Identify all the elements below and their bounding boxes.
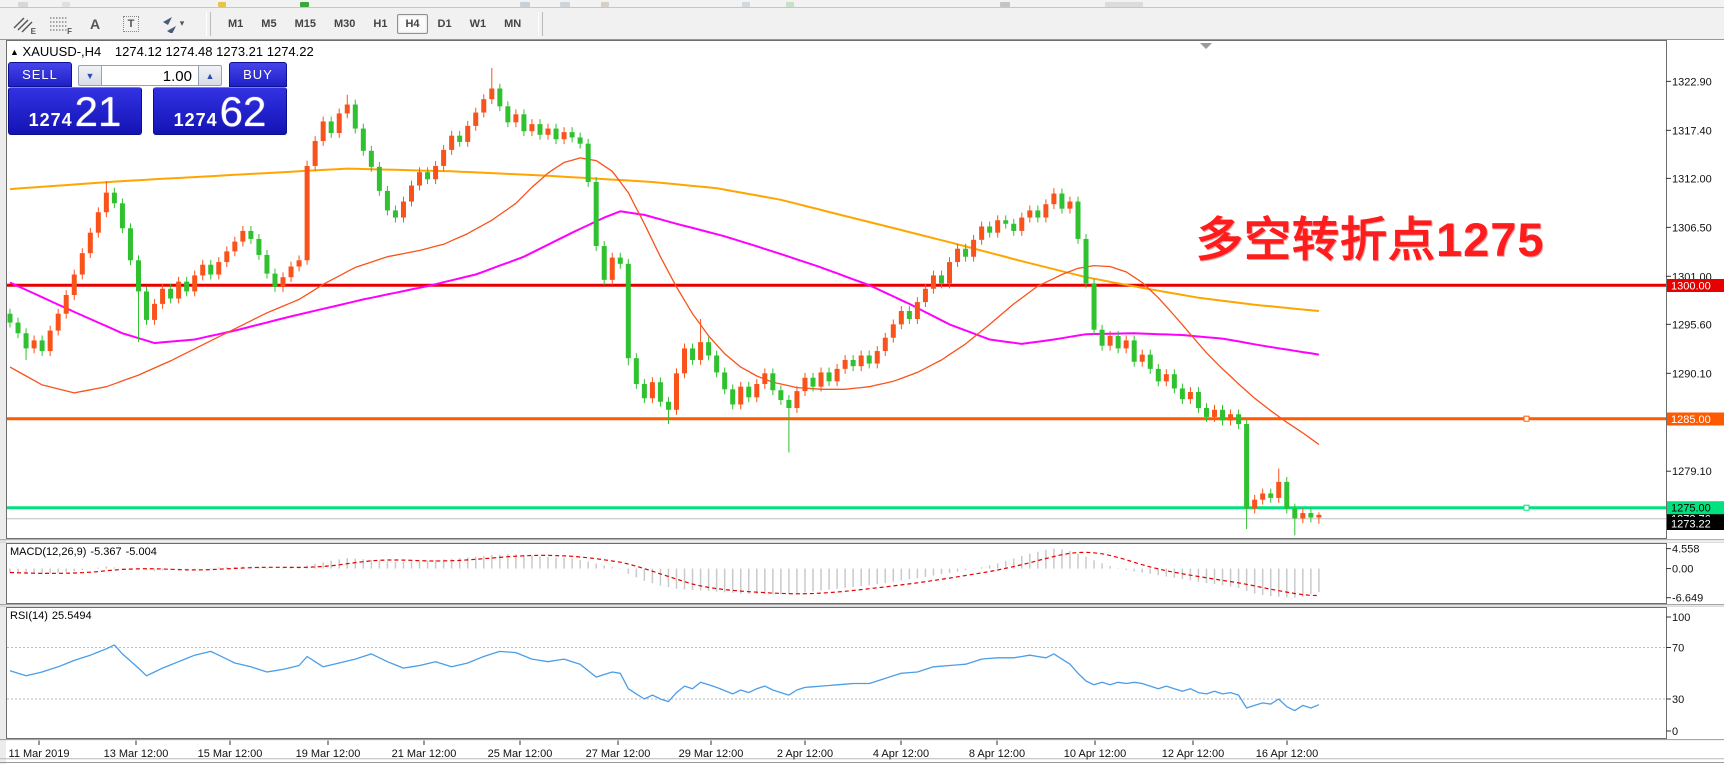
timeframe-button-W1[interactable]: W1 <box>469 17 487 30</box>
buy-price-base: 1274 <box>173 110 218 130</box>
timeframe-button-D1[interactable]: D1 <box>437 17 452 30</box>
drawing-toolbar: E F A T ▾ M1 M5 M15 M30 H1 H4 D1 W1 MN <box>0 8 1724 40</box>
sell-price-pips: 21 <box>74 88 122 135</box>
macd-pane-content <box>9 548 1320 598</box>
axis-tick-label: 70 <box>1672 643 1684 655</box>
time-axis-label: 4 Apr 12:00 <box>873 748 929 760</box>
toolbar-separator <box>206 11 211 36</box>
volume-input[interactable]: 1.00 <box>102 65 198 86</box>
axis-tick-label: -6.649 <box>1672 593 1703 605</box>
ohlc-values: 1274.12 1274.48 1273.21 1274.22 <box>114 44 314 59</box>
timeframe-button-M30[interactable]: M30 <box>333 17 356 30</box>
top-toolbar-remnant <box>0 0 1724 8</box>
price-pane-content <box>7 68 1666 536</box>
timeframe-button-H4[interactable]: H4 <box>397 13 428 34</box>
axis-tick-label: 0 <box>1672 726 1678 738</box>
svg-text:1285.00: 1285.00 <box>1671 414 1711 426</box>
timeframe-button-H1[interactable]: H1 <box>373 17 388 30</box>
axis-tick-label: 1322.90 <box>1672 76 1712 88</box>
rsi-line <box>9 644 1320 712</box>
macd-indicator-label: MACD(12,26,9) -5.367 -5.004 <box>10 546 157 558</box>
time-axis-label: 25 Mar 12:00 <box>488 748 553 760</box>
axis-labels[interactable]: 1322.901317.401312.001306.501301.001295.… <box>9 76 1712 760</box>
axis-tick-label: 30 <box>1672 694 1684 706</box>
timeframe-button-M5[interactable]: M5 <box>261 17 277 30</box>
timeframe-button-MN[interactable]: MN <box>504 17 522 30</box>
sell-price-display[interactable]: 1274 21 <box>8 87 142 135</box>
window-collapse-icon[interactable]: ▲ <box>10 47 19 57</box>
axis-tick-label: 1279.10 <box>1672 466 1712 478</box>
axis-tick-label: 1312.00 <box>1672 173 1712 185</box>
buy-price-display[interactable]: 1274 62 <box>153 87 287 135</box>
price-badge-1275[interactable]: 1275.00 <box>1667 501 1724 515</box>
timeframe-button-M15[interactable]: M15 <box>294 17 316 30</box>
rsi-pane-content <box>7 644 1665 712</box>
time-axis-label: 10 Apr 12:00 <box>1064 748 1126 760</box>
timeframe-button-M1[interactable]: M1 <box>228 17 244 30</box>
axis-tick-label: 0.00 <box>1672 564 1693 576</box>
rsi-value: 25.5494 <box>51 610 92 622</box>
moving-average-line <box>9 167 1319 312</box>
chart-title: ▲ XAUUSD-,H4 1274.12 1274.48 1273.21 127… <box>10 44 314 59</box>
axis-tick-label: 1317.40 <box>1672 125 1712 137</box>
pane-frames <box>0 40 1724 764</box>
rsi-indicator-label: RSI(14) 25.5494 <box>10 610 92 622</box>
arrow-tools-glyph <box>162 16 176 33</box>
text-box-icon[interactable]: T <box>116 12 146 36</box>
toolbar-separator <box>538 11 544 36</box>
time-axis-label: 12 Apr 12:00 <box>1162 748 1224 760</box>
fibonacci-grid-glyph <box>50 16 68 31</box>
one-click-trading-panel: SELL ▼ 1.00 ▲ BUY 1274 21 1274 62 <box>8 60 287 135</box>
symbol-period-label: XAUUSD-,H4 <box>22 44 102 59</box>
time-axis-label: 29 Mar 12:00 <box>679 748 744 760</box>
volume-increase-button[interactable]: ▲ <box>198 65 222 86</box>
buy-button[interactable]: BUY <box>229 62 287 87</box>
buy-price-pips: 62 <box>219 88 267 135</box>
axis-tick-label: 1306.50 <box>1672 222 1712 234</box>
sell-button[interactable]: SELL <box>8 62 72 87</box>
axis-tick-label: 100 <box>1672 612 1690 624</box>
macd-signal-line <box>9 551 1319 597</box>
time-axis-label: 21 Mar 12:00 <box>392 748 457 760</box>
volume-decrease-button[interactable]: ▼ <box>78 65 102 86</box>
price-badge-1300[interactable]: 1300.00 <box>1667 279 1724 293</box>
timeframe-toolbar: M1 M5 M15 M30 H1 H4 D1 W1 MN <box>219 13 530 34</box>
svg-text:1300.00: 1300.00 <box>1671 281 1711 293</box>
sell-price-base: 1274 <box>28 110 73 130</box>
time-axis-label: 27 Mar 12:00 <box>586 748 651 760</box>
time-axis-label: 15 Mar 12:00 <box>198 748 263 760</box>
time-axis-label: 11 Mar 2019 <box>9 748 70 760</box>
spin-down-icon: ▼ <box>85 70 95 81</box>
axis-tick-label: 1295.60 <box>1672 319 1712 331</box>
macd-signal-value: -5.004 <box>125 546 157 558</box>
chart-annotation-text: 多空转折点1275 <box>1196 213 1545 266</box>
chart-shift-marker[interactable] <box>1200 43 1212 49</box>
time-axis-label: 19 Mar 12:00 <box>296 748 361 760</box>
macd-main-value: -5.367 <box>90 546 122 558</box>
elliott-wave-glyph <box>13 17 33 32</box>
axis-tick-label: 4.558 <box>1672 544 1700 556</box>
arrow-tools-icon[interactable]: ▾ <box>152 12 192 36</box>
text-label-icon[interactable]: A <box>89 15 101 32</box>
time-axis-label: 16 Apr 12:00 <box>1256 748 1318 760</box>
elliott-wave-icon[interactable]: E <box>8 12 38 36</box>
time-axis-label: 2 Apr 12:00 <box>777 748 833 760</box>
time-axis-label: 8 Apr 12:00 <box>969 748 1025 760</box>
spin-up-icon: ▲ <box>205 70 215 81</box>
fibonacci-grid-icon[interactable]: F <box>44 12 74 36</box>
chevron-down-icon: ▾ <box>179 18 185 28</box>
axis-tick-label: 1290.10 <box>1672 368 1712 380</box>
price-marker-badge: 1273.22 <box>1667 517 1724 531</box>
price-badge-1285[interactable]: 1285.00 <box>1667 412 1724 427</box>
moving-average-line <box>9 157 1320 446</box>
chart-area[interactable]: 1322.901317.401312.001306.501301.001295.… <box>0 40 1724 764</box>
time-axis-label: 13 Mar 12:00 <box>104 748 169 760</box>
svg-text:1273.22: 1273.22 <box>1671 519 1711 531</box>
elliott-sub-label: E <box>30 26 36 36</box>
fibonacci-sub-label: F <box>67 26 72 36</box>
svg-text:1275.00: 1275.00 <box>1671 503 1711 515</box>
